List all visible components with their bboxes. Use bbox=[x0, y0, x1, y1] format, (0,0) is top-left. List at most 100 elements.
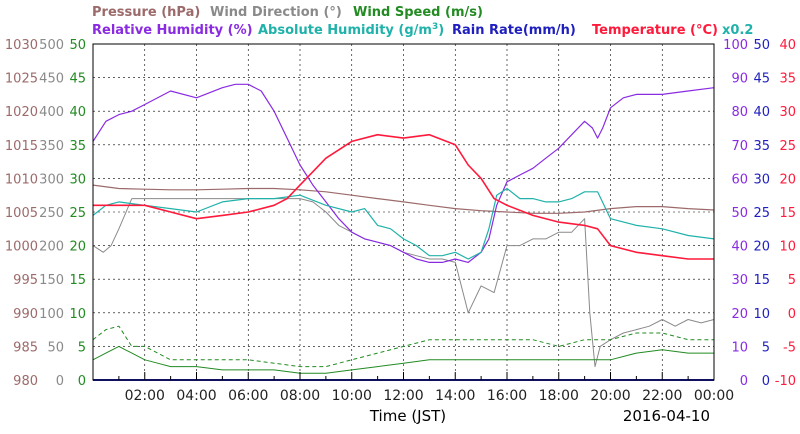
wind-speed-title: Wind Speed (m/s) bbox=[353, 5, 483, 20]
y-tick-label: 50 bbox=[753, 38, 770, 53]
y-tick-label: -10 bbox=[775, 374, 796, 389]
date-label: 2016-04-10 bbox=[623, 407, 710, 425]
relative-humidity-title: Relative Humidity (%) bbox=[92, 23, 253, 38]
series-line-temperature-c bbox=[93, 133, 714, 260]
y-tick-label: 45 bbox=[69, 72, 86, 87]
y-tick-label: 1000 bbox=[5, 240, 38, 255]
x-tick-label: 08:00 bbox=[280, 388, 320, 404]
y-tick-label: 30 bbox=[753, 172, 770, 187]
y-tick-label: 1025 bbox=[5, 72, 38, 87]
rain-rate-title: Rain Rate(mm/h) bbox=[452, 23, 576, 38]
y-tick-label: 350 bbox=[39, 139, 64, 154]
y-tick-label: 15 bbox=[753, 273, 770, 288]
y-tick-label: 0 bbox=[740, 374, 748, 389]
y-tick-label: 20 bbox=[753, 240, 770, 255]
series-line-wind-speed-m-s bbox=[92, 345, 714, 374]
y-tick-label: 5 bbox=[78, 340, 86, 355]
x-axis-ticks: 02:00 04:00 06:00 08:00 10:00 12:00 14:00 16:00… bbox=[118, 372, 734, 404]
x-tick-label: 22:00 bbox=[642, 388, 682, 404]
absolute-humidity-title-close: ) bbox=[438, 23, 444, 38]
y-tick-label: 1020 bbox=[5, 105, 38, 120]
y-tick-label: 5 bbox=[762, 340, 770, 355]
y-tick-label: 0 bbox=[56, 374, 64, 389]
x-tick-label: 04:00 bbox=[176, 388, 216, 404]
y-tick-label: 40 bbox=[731, 240, 748, 255]
x-tick-label: 12:00 bbox=[383, 388, 423, 404]
y-tick-label: 0 bbox=[762, 374, 770, 389]
absolute-humidity-title-sup: 3 bbox=[432, 22, 438, 32]
absolute-humidity-title: Absolute Humidity (g/m3) bbox=[258, 22, 444, 38]
y-tick-label: 980 bbox=[13, 374, 38, 389]
y-tick-label: 30 bbox=[731, 273, 748, 288]
series-line-relative-humidity bbox=[92, 83, 715, 263]
y-tick-label: 1010 bbox=[5, 172, 38, 187]
y-tick-label: 40 bbox=[779, 38, 796, 53]
y-tick-label: 70 bbox=[731, 139, 748, 154]
multiplier-label: x0.2 bbox=[722, 23, 753, 38]
y-tick-label: 35 bbox=[753, 139, 770, 154]
y-tick-label: 60 bbox=[731, 172, 748, 187]
pressure-title: Pressure (hPa) bbox=[92, 5, 200, 20]
series-line-absolute-humidity-g-m3 bbox=[92, 187, 715, 260]
y-tick-label: 10 bbox=[779, 240, 796, 255]
y-tick-label: 25 bbox=[69, 206, 86, 221]
y-tick-label: 10 bbox=[69, 307, 86, 322]
y-tick-label: 50 bbox=[69, 38, 86, 53]
y-tick-label: 15 bbox=[779, 206, 796, 221]
x-tick-label: 14:00 bbox=[435, 388, 475, 404]
y-tick-label: 100 bbox=[39, 307, 64, 322]
y-tick-label: 20 bbox=[779, 172, 796, 187]
series-line-wind-direction bbox=[92, 198, 715, 368]
y-tick-label: 0 bbox=[78, 374, 86, 389]
y-tick-label: 50 bbox=[47, 340, 64, 355]
y-tick-label: 40 bbox=[753, 105, 770, 120]
y-tick-label: 40 bbox=[69, 105, 86, 120]
y-tick-label: 200 bbox=[39, 240, 64, 255]
y-tick-label: 990 bbox=[13, 307, 38, 322]
y-tick-label: 1030 bbox=[5, 38, 38, 53]
y-tick-label: 80 bbox=[731, 105, 748, 120]
y-tick-label: 1005 bbox=[5, 206, 38, 221]
x-tick-label: 18:00 bbox=[539, 388, 579, 404]
y-tick-label: 300 bbox=[39, 172, 64, 187]
y-tick-label: 995 bbox=[13, 273, 38, 288]
x-tick-label: 20:00 bbox=[590, 388, 630, 404]
x-tick-label: 16:00 bbox=[487, 388, 527, 404]
y-tick-label: 500 bbox=[39, 38, 64, 53]
series-line-pressure-hpa bbox=[92, 184, 715, 214]
y-tick-label: 150 bbox=[39, 273, 64, 288]
y-tick-label: 20 bbox=[69, 240, 86, 255]
y-tick-label: 90 bbox=[731, 72, 748, 87]
x-axis-label: Time (JST) bbox=[369, 407, 446, 425]
y-tick-label: 35 bbox=[69, 139, 86, 154]
y-tick-label: 30 bbox=[69, 172, 86, 187]
y-tick-label: 20 bbox=[731, 307, 748, 322]
x-tick-label: 00:00 bbox=[694, 388, 734, 404]
grid bbox=[93, 44, 714, 380]
absolute-humidity-title-main: Absolute Humidity (g/m bbox=[258, 23, 432, 38]
x-tick-label: 06:00 bbox=[228, 388, 268, 404]
y-tick-label: 35 bbox=[779, 72, 796, 87]
y-tick-label: 25 bbox=[779, 139, 796, 154]
y-tick-label: 10 bbox=[753, 307, 770, 322]
y-tick-label: 5 bbox=[788, 273, 796, 288]
y-tick-label: 400 bbox=[39, 105, 64, 120]
y-tick-label: 45 bbox=[753, 72, 770, 87]
x-tick-label: 02:00 bbox=[125, 388, 165, 404]
y-tick-label: 25 bbox=[753, 206, 770, 221]
y-tick-label: 30 bbox=[779, 105, 796, 120]
y-tick-label: 0 bbox=[788, 307, 796, 322]
y-tick-label: 450 bbox=[39, 72, 64, 87]
y-tick-label: 50 bbox=[731, 206, 748, 221]
temperature-title: Temperature (°C) bbox=[592, 23, 718, 38]
y-tick-label: 10 bbox=[731, 340, 748, 355]
x-tick-label: 10:00 bbox=[332, 388, 372, 404]
y-tick-label: 15 bbox=[69, 273, 86, 288]
y-tick-label: 100 bbox=[723, 38, 748, 53]
wind-direction-title: Wind Direction (°) bbox=[210, 5, 342, 20]
y-tick-label: -5 bbox=[783, 340, 796, 355]
y-tick-label: 250 bbox=[39, 206, 64, 221]
y-axis-ticks: 1030102510201015101010051000995990985980… bbox=[5, 38, 796, 389]
y-tick-label: 985 bbox=[13, 340, 38, 355]
